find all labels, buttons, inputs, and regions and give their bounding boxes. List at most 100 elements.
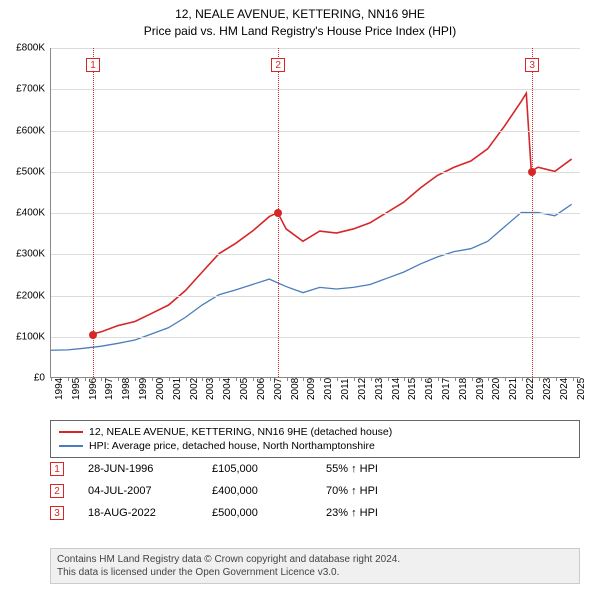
x-tick	[101, 377, 102, 381]
x-tick	[388, 377, 389, 381]
x-tick	[556, 377, 557, 381]
x-axis-label: 1998	[121, 378, 132, 400]
event-date: 04-JUL-2007	[88, 485, 188, 497]
x-axis-label: 2014	[391, 378, 402, 400]
x-axis-label: 1994	[54, 378, 65, 400]
y-axis-label: £600K	[3, 125, 45, 136]
x-tick	[438, 377, 439, 381]
x-axis-label: 2002	[189, 378, 200, 400]
x-axis-label: 2019	[475, 378, 486, 400]
marker-vline	[93, 48, 94, 377]
chart-container: 12, NEALE AVENUE, KETTERING, NN16 9HE Pr…	[0, 0, 600, 590]
x-axis-label: 2020	[491, 378, 502, 400]
event-marker-icon: 2	[50, 484, 64, 498]
x-axis-label: 2000	[155, 378, 166, 400]
x-axis-label: 2005	[239, 378, 250, 400]
x-axis-label: 2017	[441, 378, 452, 400]
x-axis-label: 2025	[576, 378, 587, 400]
x-tick	[202, 377, 203, 381]
x-tick	[472, 377, 473, 381]
marker-box: 3	[525, 58, 539, 72]
x-axis-label: 2013	[374, 378, 385, 400]
plot-area: £0£100K£200K£300K£400K£500K£600K£700K£80…	[50, 48, 580, 378]
event-delta: 23% ↑ HPI	[326, 507, 378, 519]
x-tick	[573, 377, 574, 381]
event-price: £400,000	[212, 485, 302, 497]
x-tick	[354, 377, 355, 381]
x-axis-label: 2003	[205, 378, 216, 400]
x-axis-label: 2022	[525, 378, 536, 400]
gridline	[51, 213, 580, 214]
event-row: 2 04-JUL-2007 £400,000 70% ↑ HPI	[50, 484, 580, 498]
x-tick	[135, 377, 136, 381]
events-table: 1 28-JUN-1996 £105,000 55% ↑ HPI 2 04-JU…	[50, 462, 580, 528]
legend: 12, NEALE AVENUE, KETTERING, NN16 9HE (d…	[50, 420, 580, 458]
x-tick	[287, 377, 288, 381]
event-marker-icon: 3	[50, 506, 64, 520]
x-axis-label: 2007	[273, 378, 284, 400]
x-tick	[169, 377, 170, 381]
x-axis-label: 2006	[256, 378, 267, 400]
event-price: £500,000	[212, 507, 302, 519]
title-block: 12, NEALE AVENUE, KETTERING, NN16 9HE Pr…	[0, 0, 600, 40]
event-marker-icon: 1	[50, 462, 64, 476]
x-tick	[455, 377, 456, 381]
title-line2: Price paid vs. HM Land Registry's House …	[0, 23, 600, 40]
gridline	[51, 89, 580, 90]
x-tick	[404, 377, 405, 381]
x-axis-label: 2010	[323, 378, 334, 400]
y-axis-label: £100K	[3, 331, 45, 342]
x-axis-label: 2011	[340, 378, 351, 400]
x-tick	[270, 377, 271, 381]
legend-swatch-icon	[59, 445, 83, 447]
gridline	[51, 254, 580, 255]
gridline	[51, 337, 580, 338]
x-axis-label: 2023	[542, 378, 553, 400]
event-date: 28-JUN-1996	[88, 463, 188, 475]
marker-box: 1	[86, 58, 100, 72]
legend-label: 12, NEALE AVENUE, KETTERING, NN16 9HE (d…	[89, 426, 392, 438]
title-line1: 12, NEALE AVENUE, KETTERING, NN16 9HE	[0, 6, 600, 23]
y-axis-label: £300K	[3, 249, 45, 260]
x-axis-label: 1997	[104, 378, 115, 400]
event-date: 18-AUG-2022	[88, 507, 188, 519]
x-tick	[337, 377, 338, 381]
y-axis-label: £800K	[3, 43, 45, 54]
marker-vline	[532, 48, 533, 377]
x-axis-label: 2009	[306, 378, 317, 400]
marker-box: 2	[271, 58, 285, 72]
footer-line1: Contains HM Land Registry data © Crown c…	[57, 553, 573, 566]
gridline	[51, 296, 580, 297]
x-axis-label: 1996	[88, 378, 99, 400]
event-delta: 70% ↑ HPI	[326, 485, 378, 497]
x-tick	[152, 377, 153, 381]
x-tick	[85, 377, 86, 381]
x-tick	[488, 377, 489, 381]
gridline	[51, 172, 580, 173]
x-axis-label: 2012	[357, 378, 368, 400]
x-tick	[505, 377, 506, 381]
x-axis-label: 1995	[71, 378, 82, 400]
series-line-hpi	[51, 204, 572, 350]
event-row: 1 28-JUN-1996 £105,000 55% ↑ HPI	[50, 462, 580, 476]
x-tick	[118, 377, 119, 381]
y-axis-label: £400K	[3, 208, 45, 219]
x-tick	[51, 377, 52, 381]
x-tick	[253, 377, 254, 381]
x-tick	[68, 377, 69, 381]
x-tick	[219, 377, 220, 381]
x-tick	[539, 377, 540, 381]
x-tick	[186, 377, 187, 381]
legend-item: 12, NEALE AVENUE, KETTERING, NN16 9HE (d…	[59, 425, 571, 439]
legend-item: HPI: Average price, detached house, Nort…	[59, 439, 571, 453]
x-axis-label: 2021	[508, 378, 519, 400]
x-axis-label: 2015	[407, 378, 418, 400]
y-axis-label: £700K	[3, 84, 45, 95]
y-axis-label: £500K	[3, 166, 45, 177]
marker-dot-icon	[89, 331, 97, 339]
x-tick	[303, 377, 304, 381]
x-axis-label: 2008	[290, 378, 301, 400]
y-axis-label: £200K	[3, 290, 45, 301]
event-row: 3 18-AUG-2022 £500,000 23% ↑ HPI	[50, 506, 580, 520]
x-tick	[522, 377, 523, 381]
